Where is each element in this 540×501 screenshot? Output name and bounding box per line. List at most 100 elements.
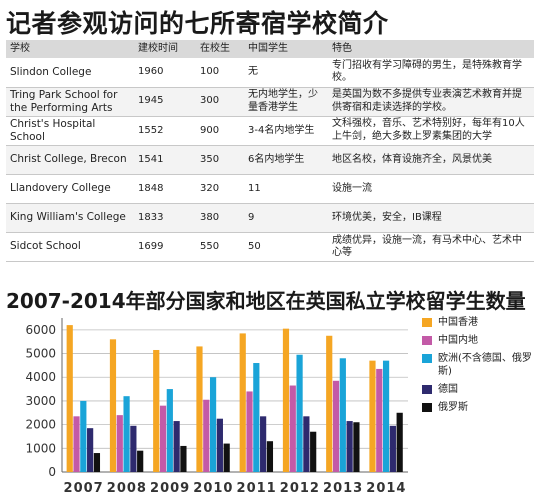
school-name: Tring Park School for the Performing Art… (10, 88, 118, 114)
y-tick-label: 1000 (25, 441, 56, 455)
y-tick-label: 5000 (25, 347, 56, 361)
header-students: 在校生 (200, 42, 230, 54)
bar (180, 445, 187, 472)
legend-item: 俄罗斯 (422, 401, 538, 414)
chart-title: 2007-2014年部分国家和地区在英国私立学校留学生数量 (6, 289, 526, 313)
bar (396, 412, 403, 472)
chinese-students: 50 (248, 240, 261, 252)
table-header-row: 学校 建校时间 在校生 中国学生 特色 (6, 40, 534, 58)
legend-label: 欧洲(不含德国、俄罗斯) (438, 353, 532, 377)
student-count: 550 (200, 240, 220, 252)
bar (93, 453, 101, 472)
legend-swatch (422, 354, 432, 363)
bar (332, 380, 340, 472)
bar (66, 325, 73, 472)
table-row: Christ's Hospital School 1552 900 3-4名内地… (6, 116, 534, 146)
bar (376, 368, 383, 472)
bar (137, 450, 144, 472)
legend-label: 中国香港 (438, 317, 478, 328)
chart-legend: 中国香港 中国内地 欧洲(不含德国、俄罗斯) 德国 俄罗斯 (422, 316, 538, 419)
legend-label: 俄罗斯 (438, 402, 468, 413)
y-tick-label: 4000 (25, 370, 56, 384)
bar (153, 349, 160, 472)
y-tick-label: 2000 (25, 418, 56, 432)
founded-year: 1699 (138, 240, 164, 252)
student-count: 320 (200, 182, 220, 194)
header-school: 学校 (10, 42, 30, 54)
legend-label: 中国内地 (438, 335, 478, 346)
founded-year: 1833 (138, 211, 164, 223)
bar (123, 396, 130, 472)
y-tick-label: 6000 (25, 323, 56, 337)
bar (289, 385, 296, 472)
legend-swatch (422, 403, 432, 412)
bar (223, 443, 230, 472)
bar (303, 416, 310, 472)
school-features: 文科强校，音乐、艺术特别好，每年有10人上牛剑，绝大多数上罗素集团的大学 (332, 118, 525, 142)
y-tick-label: 0 (48, 465, 56, 479)
bar (266, 441, 274, 472)
bar (282, 328, 290, 472)
school-features: 是英国为数不多提供专业表演艺术教育并提供寄宿和走读选择的学校。 (332, 89, 522, 113)
bar (346, 421, 353, 472)
table-row: Christ College, Brecon 1541 350 6名内地学生 地… (6, 145, 534, 175)
student-count: 900 (200, 124, 220, 136)
founded-year: 1552 (138, 124, 164, 136)
bar (296, 354, 303, 472)
bar (73, 416, 80, 472)
school-features: 成绩优异，设施一流，有马术中心、艺术中心等 (332, 234, 522, 259)
bar (239, 333, 246, 472)
school-name: King William's College (10, 211, 126, 224)
bar (369, 360, 376, 472)
bar (382, 360, 390, 472)
chinese-students: 3-4名内地学生 (248, 124, 315, 136)
page-title: 记者参观访问的七所寄宿学校简介 (6, 9, 389, 38)
bar (216, 418, 223, 472)
school-name: Christ's Hospital School (10, 117, 96, 143)
table-row: Tring Park School for the Performing Art… (6, 87, 534, 117)
school-name: Sidcot School (10, 240, 81, 253)
header-founded: 建校时间 (138, 42, 178, 54)
founded-year: 1945 (138, 95, 164, 107)
bar (87, 428, 94, 472)
header-features: 特色 (332, 42, 352, 54)
school-features: 设施一流 (332, 182, 372, 194)
bar (116, 415, 123, 472)
student-count: 350 (200, 153, 220, 165)
bar (173, 421, 180, 472)
bar (209, 377, 217, 472)
chinese-students: 无内地学生，少量香港学生 (248, 89, 318, 113)
header-chinese-students: 中国学生 (248, 42, 288, 54)
founded-year: 1960 (138, 66, 164, 77)
schools-table: 学校 建校时间 在校生 中国学生 特色 Slindon College 1960… (6, 40, 534, 262)
legend-swatch (422, 336, 432, 345)
legend-item: 中国内地 (422, 334, 538, 347)
legend-swatch (422, 318, 432, 327)
bar (196, 346, 203, 472)
bar (326, 335, 333, 472)
table-row: King William's College 1833 380 9 环境优美，安… (6, 203, 534, 233)
x-tick-label: 2012 (280, 481, 320, 496)
bar (353, 422, 360, 472)
x-tick-label: 2011 (237, 481, 277, 496)
chinese-students: 无 (248, 66, 258, 77)
school-features: 环境优美，安全，IB课程 (332, 211, 442, 223)
bar (80, 400, 87, 472)
school-features: 地区名校，体育设施齐全，风景优美 (332, 153, 492, 165)
legend-item: 中国香港 (422, 316, 538, 329)
y-tick-label: 3000 (25, 394, 56, 408)
school-name: Slindon College (10, 65, 92, 78)
legend-item: 德国 (422, 383, 538, 396)
founded-year: 1541 (138, 153, 164, 165)
legend-swatch (422, 385, 432, 394)
school-name: Llandovery College (10, 182, 111, 195)
x-tick-label: 2014 (366, 481, 406, 496)
school-name: Christ College, Brecon (10, 153, 127, 166)
bar (130, 425, 137, 472)
student-count: 100 (200, 66, 220, 77)
table-row: Slindon College 1960 100 无 专门招收有学习障碍的男生，… (6, 58, 534, 87)
chinese-students: 6名内地学生 (248, 153, 305, 165)
bar (310, 431, 317, 472)
bar (389, 425, 396, 472)
